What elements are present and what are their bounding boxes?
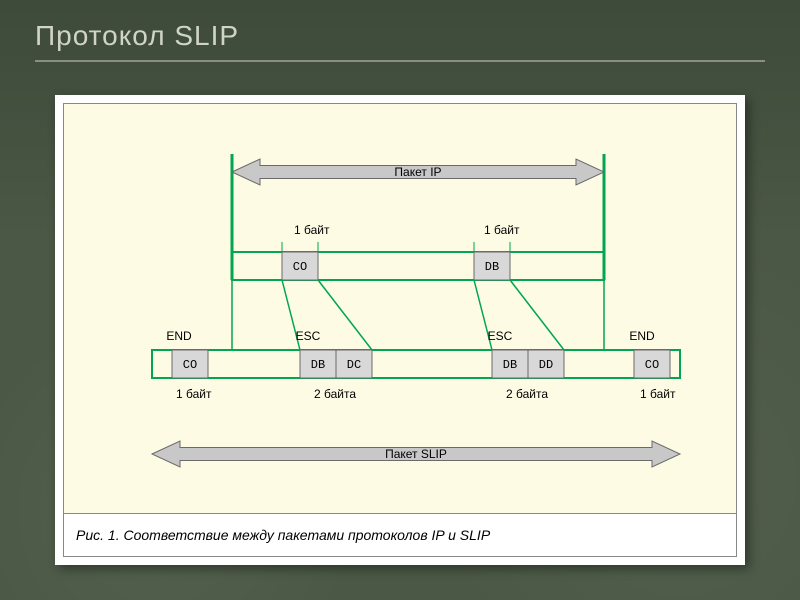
size-label: 2 байта bbox=[314, 387, 356, 401]
role-label: END bbox=[629, 329, 655, 343]
byte-box-label: DB bbox=[503, 358, 517, 372]
size-label: 1 байт bbox=[484, 223, 520, 237]
role-label: ESC bbox=[488, 329, 513, 343]
arrow-label: Пакет SLIP bbox=[385, 447, 447, 461]
size-label: 1 байт bbox=[176, 387, 212, 401]
byte-box-label: CO bbox=[293, 260, 307, 274]
byte-box-label: DB bbox=[485, 260, 499, 274]
slip-row bbox=[152, 350, 680, 378]
diagram-frame: Пакет IP 1 байт 1 байт CO DB END ESC ESC END CO DB… bbox=[55, 95, 745, 565]
title-underline bbox=[35, 60, 765, 62]
byte-box-label: DC bbox=[347, 358, 361, 372]
slip-diagram: Пакет IP 1 байт 1 байт CO DB END ESC ESC END CO DB… bbox=[64, 104, 736, 514]
size-label: 2 байта bbox=[506, 387, 548, 401]
slide: Протокол SLIP Пакет IP 1 байт 1 байт CO DB EN… bbox=[0, 0, 800, 600]
size-label: 1 байт bbox=[640, 387, 676, 401]
page-title: Протокол SLIP bbox=[35, 20, 239, 52]
arrow-label: Пакет IP bbox=[394, 165, 441, 179]
connector-line bbox=[318, 280, 372, 350]
diagram-svg-area: Пакет IP 1 байт 1 байт CO DB END ESC ESC END CO DB… bbox=[64, 104, 736, 514]
byte-box-label: DD bbox=[539, 358, 553, 372]
connector-line bbox=[510, 280, 564, 350]
role-label: END bbox=[166, 329, 192, 343]
size-label: 1 байт bbox=[294, 223, 330, 237]
byte-box-label: DB bbox=[311, 358, 325, 372]
byte-box-label: CO bbox=[183, 358, 197, 372]
diagram-canvas: Пакет IP 1 байт 1 байт CO DB END ESC ESC END CO DB… bbox=[63, 103, 737, 557]
role-label: ESC bbox=[296, 329, 321, 343]
byte-box-label: CO bbox=[645, 358, 659, 372]
diagram-caption: Рис. 1. Соответствие между пакетами прот… bbox=[64, 513, 736, 556]
